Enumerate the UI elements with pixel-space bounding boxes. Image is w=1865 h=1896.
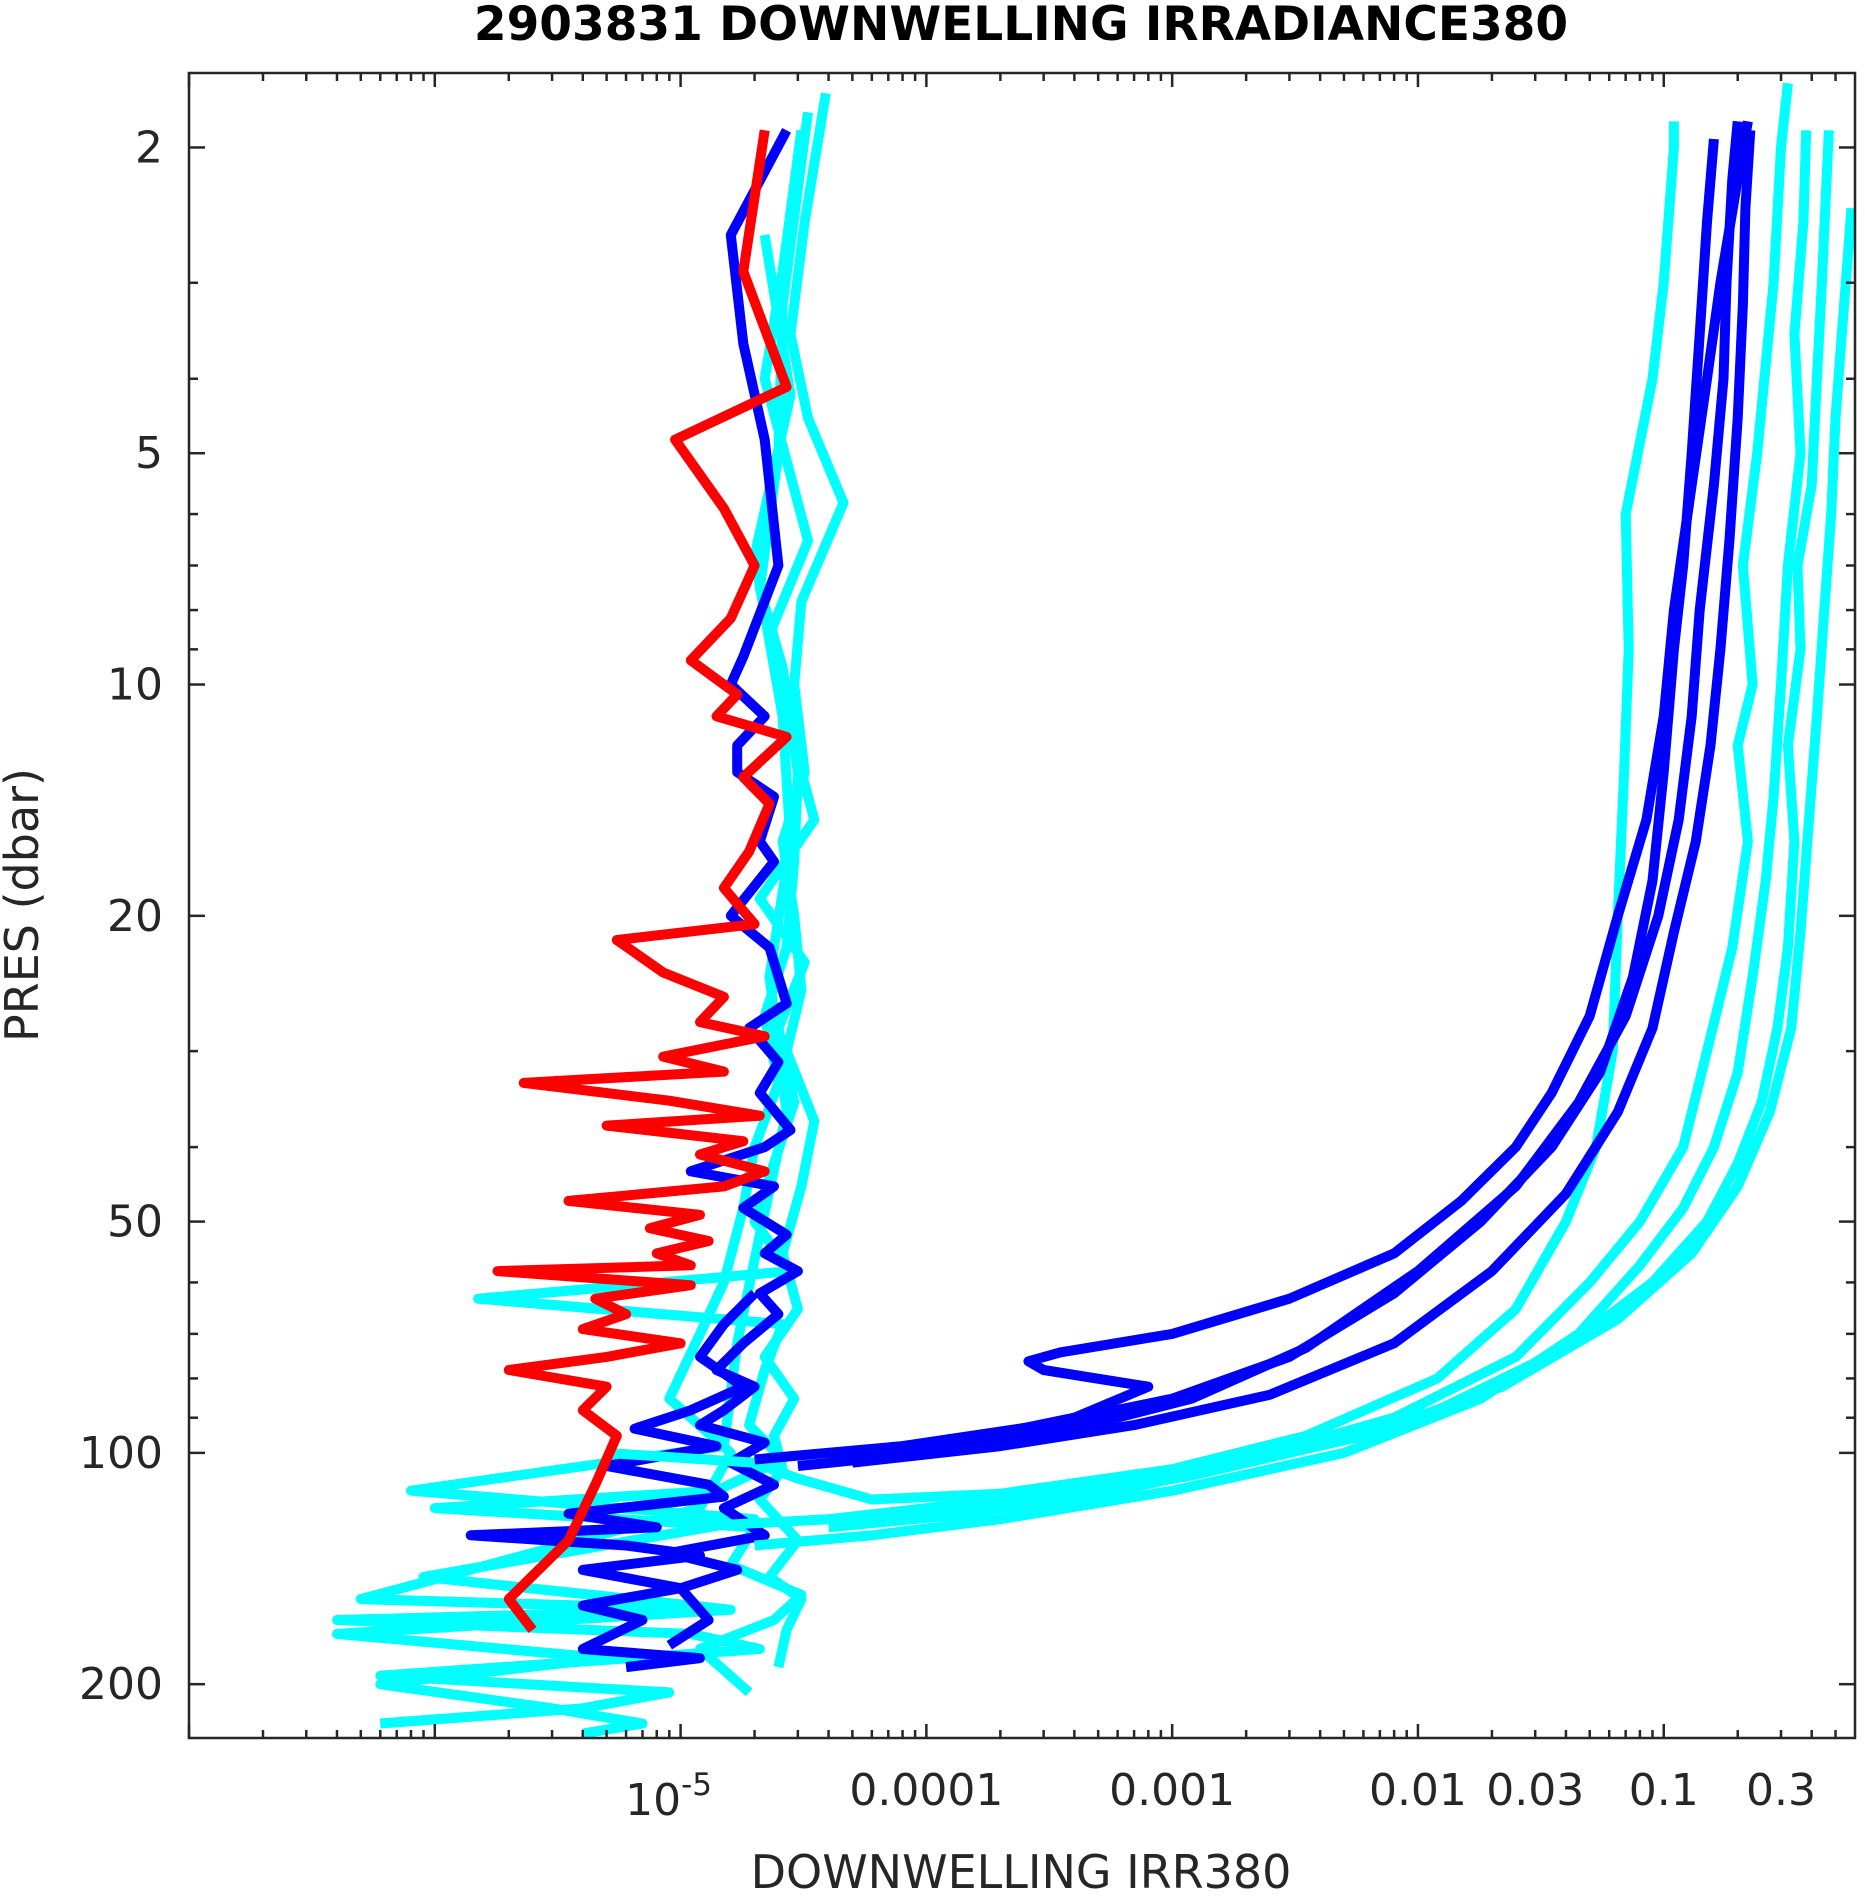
x-tick-label: 0.0001: [849, 1765, 1003, 1816]
x-tick-label: 0.3: [1746, 1765, 1816, 1816]
series-line-12: [871, 207, 1857, 1525]
x-tick-label: 0.1: [1629, 1765, 1699, 1816]
x-tick-labels: 10-5 0.0001 0.001 0.01 0.03 0.1 0.3: [625, 1765, 1816, 1826]
series-line-14: [797, 120, 1743, 1471]
series-line-16: [851, 129, 1756, 1468]
series-layer: [332, 82, 1857, 1739]
series-line-15: [828, 120, 1753, 1462]
series-line-3: [332, 111, 813, 1729]
series-line-9: [680, 82, 1793, 1533]
y-tick-label: 2: [135, 122, 163, 173]
series-line-1: [754, 92, 849, 1669]
series-line-7: [492, 129, 792, 1634]
y-tick-label: 5: [135, 428, 163, 479]
y-tick-label: 20: [107, 891, 163, 942]
x-tick-label: 10-5: [625, 1767, 712, 1826]
y-tick-label: 10: [107, 660, 163, 711]
y-tick-labels: 2 5 10 20 50 100 200: [79, 122, 163, 1710]
series-line-13: [754, 138, 1719, 1465]
series-line-8: [606, 121, 1679, 1505]
series-line-10: [754, 130, 1812, 1551]
y-tick-label: 100: [79, 1428, 163, 1479]
x-tick-label: 0.03: [1486, 1765, 1584, 1816]
y-tick-label: 200: [79, 1659, 163, 1710]
y-tick-label: 50: [107, 1197, 163, 1248]
y-axis-label: PRES (dbar): [0, 768, 49, 1042]
x-axis-label: DOWNWELLING IRR380: [751, 1845, 1292, 1896]
x-tick-label: 0.01: [1369, 1765, 1467, 1816]
chart-title: 2903831 DOWNWELLING IRRADIANCE380: [474, 0, 1568, 52]
x-tick-label: 0.001: [1109, 1765, 1235, 1816]
series-line-6: [465, 1289, 759, 1673]
plot-frame: [187, 71, 1857, 1740]
